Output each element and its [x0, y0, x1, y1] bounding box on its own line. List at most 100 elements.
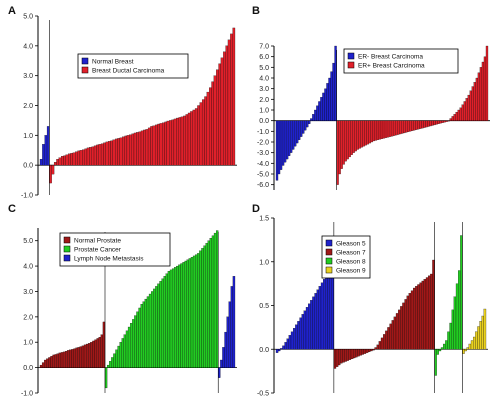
- bar-d-series-1: [299, 317, 302, 350]
- bar-d-series-2: [389, 323, 392, 350]
- bar-c-series-2: [127, 326, 131, 368]
- bar-d-series-4: [466, 347, 469, 350]
- bar-a-series-2: [152, 125, 156, 166]
- bar-d-series-2: [333, 349, 337, 369]
- bar-c-series-1: [83, 344, 87, 368]
- bar-a-series-2: [84, 148, 88, 166]
- bar-b-series-2: [479, 67, 483, 121]
- y-tick-label: 3.0: [23, 289, 33, 296]
- bar-d-series-2: [355, 349, 358, 358]
- bar-a-series-2: [61, 156, 64, 166]
- bar-d-series-2: [419, 282, 422, 350]
- bar-b-series-2: [441, 120, 444, 123]
- bar-a-series-2: [63, 155, 66, 166]
- bar-c-series-1: [54, 354, 57, 368]
- bar-d-series-2: [393, 316, 397, 350]
- bar-b-series-2: [467, 94, 470, 121]
- bar-d-series-2: [346, 349, 349, 361]
- bar-c-series-2: [157, 283, 160, 368]
- panel-label: A: [8, 5, 16, 17]
- bar-b-series-2: [425, 120, 428, 128]
- bar-d-series-2: [342, 349, 345, 363]
- bar-b-series-2: [423, 120, 426, 128]
- bar-d-series-2: [428, 275, 431, 350]
- bar-b-series-1: [334, 45, 337, 121]
- bar-d-series-3: [445, 340, 448, 350]
- legend-label: Normal Prostate: [74, 238, 121, 245]
- bar-d-series-3: [434, 349, 437, 376]
- bar-d-series-1: [286, 338, 289, 350]
- bar-a-series-2: [173, 118, 177, 166]
- bar-c-series-2: [159, 281, 162, 368]
- legend-swatch: [347, 52, 355, 60]
- bar-a-series-2: [91, 146, 95, 166]
- y-tick-label: -1.0: [21, 391, 33, 398]
- bar-d-series-2: [423, 279, 427, 350]
- bar-d-series-4: [475, 331, 478, 350]
- panel-c: C 5.0 4.0 3.0 2.0 1.0 0.0 -1.0 Normal Prostate Pr…: [8, 203, 237, 398]
- legend-label: Normal Breast: [92, 59, 134, 66]
- bar-a-series-2: [220, 57, 224, 166]
- bar-d-series-2: [376, 344, 379, 350]
- bar-c-series-1: [100, 334, 104, 368]
- bar-d-series-2: [348, 349, 352, 360]
- bar-d-series-2: [335, 349, 339, 367]
- bar-d-series-2: [430, 273, 433, 350]
- bar-c-series-3: [218, 367, 221, 378]
- y-tick-label: 4.0: [23, 43, 33, 50]
- bar-c-series-1: [102, 321, 106, 368]
- bar-b-series-1: [296, 120, 299, 144]
- bar-c-series-2: [199, 250, 202, 368]
- bar-a-series-2: [77, 150, 81, 166]
- bar-b-series-2: [485, 45, 489, 121]
- legend-label: Gleason 9: [336, 268, 366, 275]
- bar-b-series-2: [370, 120, 374, 143]
- bar-d-series-4: [473, 336, 476, 350]
- legend-box: [343, 48, 459, 74]
- bar-b-series-2: [411, 120, 414, 131]
- legend-swatch: [325, 266, 333, 274]
- bar-c-series-2: [119, 342, 122, 368]
- bar-c-series-1: [98, 337, 101, 368]
- bar-b-series-2: [362, 120, 365, 147]
- bar-c-series-2: [167, 271, 171, 368]
- bar-d-series-2: [421, 280, 424, 350]
- bar-b-series-2: [399, 120, 402, 135]
- bar-c-series-1: [60, 352, 64, 368]
- bar-a-series-2: [72, 152, 76, 166]
- bar-b-series-2: [415, 120, 418, 130]
- bar-c-series-2: [136, 311, 139, 368]
- bar-b-series-2: [388, 120, 392, 137]
- bar-c-series-2: [176, 265, 179, 368]
- y-tick-label: 2.0: [23, 103, 33, 110]
- bar-c-series-1: [77, 347, 80, 368]
- bar-b-series-2: [433, 120, 436, 126]
- bar-a-series-2: [154, 124, 158, 166]
- bar-b-series-2: [455, 112, 458, 121]
- bar-b-series-1: [294, 120, 297, 147]
- bar-a-series-2: [65, 154, 69, 166]
- bar-d-series-4: [464, 349, 467, 352]
- legend-box: [59, 232, 171, 267]
- bar-d-series-2: [410, 290, 414, 350]
- bar-d-series-3: [455, 283, 459, 350]
- bar-c-series-2: [115, 349, 118, 368]
- bar-c-series-2: [130, 323, 133, 368]
- bar-a-series-2: [126, 135, 130, 166]
- y-tick-label: 1.0: [259, 108, 269, 115]
- legend: ER- Breast Carcinoma ER+ Breast Carcinoma: [343, 48, 459, 74]
- bar-b-series-2: [427, 120, 430, 127]
- bar-a-series-2: [138, 131, 142, 166]
- bar-d-series-2: [374, 347, 377, 350]
- bar-c-series-2: [190, 257, 194, 368]
- bar-b-series-2: [356, 120, 359, 150]
- legend-swatch: [63, 245, 71, 253]
- bar-c-series-2: [213, 232, 217, 368]
- bar-d-series-1: [318, 286, 322, 350]
- bar-b-series-2: [417, 120, 420, 130]
- bar-b-series-1: [312, 114, 315, 121]
- bar-c-series-3: [220, 359, 223, 368]
- bar-d-series-1: [312, 296, 315, 350]
- bar-c-series-1: [71, 349, 74, 368]
- bar-b-series-2: [435, 120, 438, 125]
